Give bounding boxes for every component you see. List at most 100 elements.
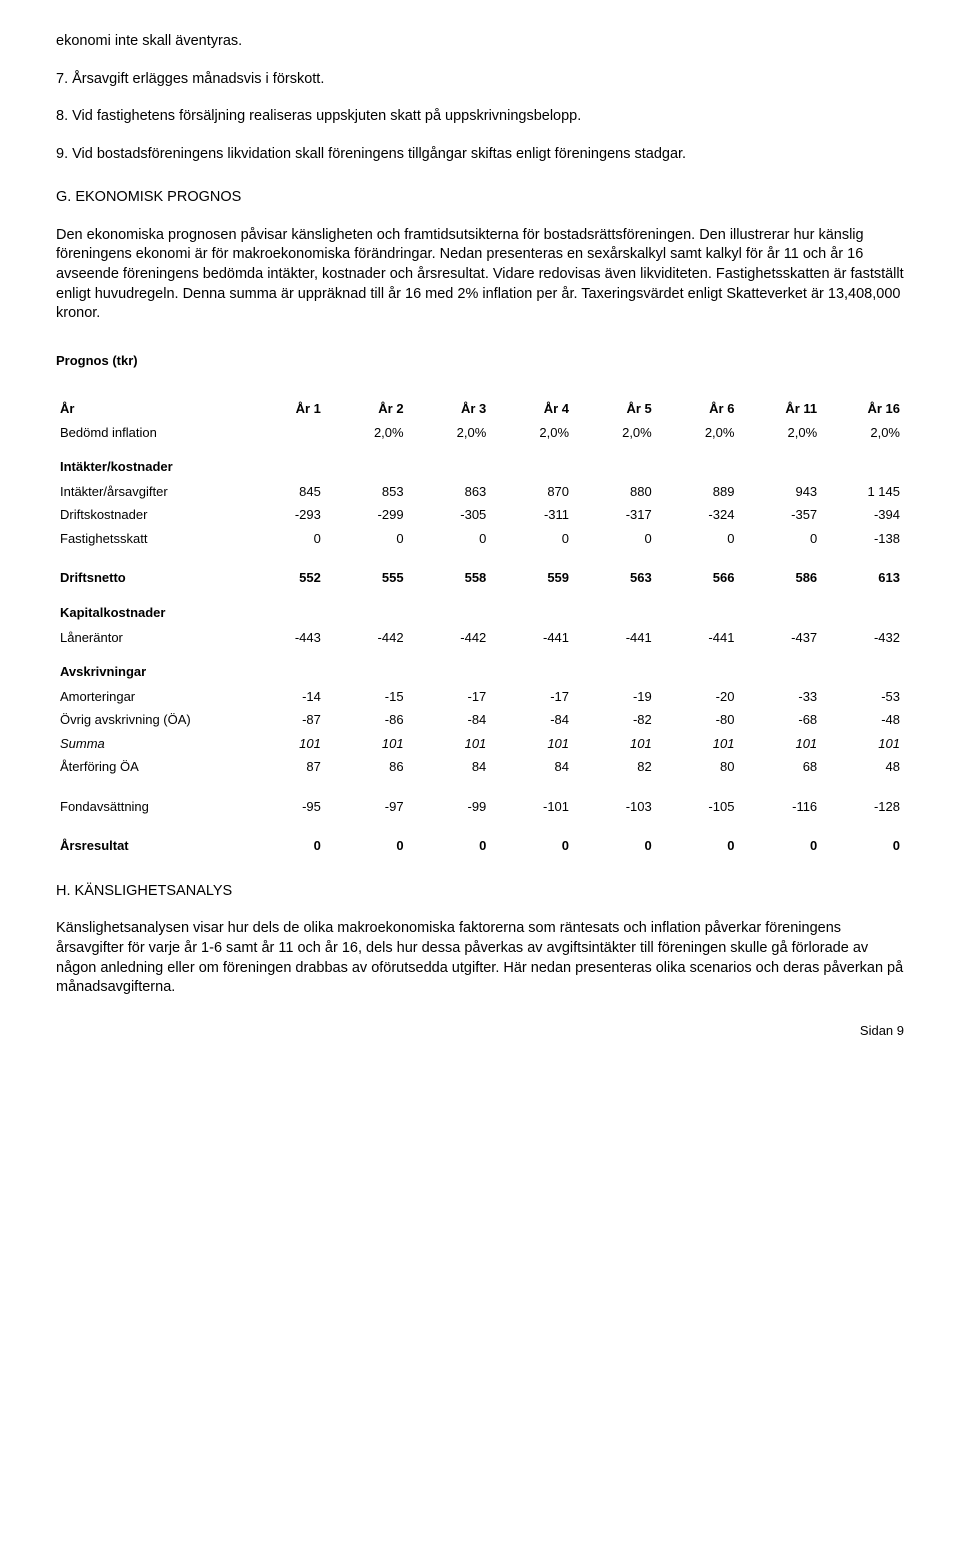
cell: 559 (490, 566, 573, 590)
header-col: År 4 (490, 397, 573, 421)
cell: -305 (408, 503, 491, 527)
cell: -103 (573, 795, 656, 819)
lanerantor-row: Låneräntor -443 -442 -442 -441 -441 -441… (56, 626, 904, 650)
amort-row: Amorteringar -14 -15 -17 -17 -19 -20 -33… (56, 685, 904, 709)
cell: 48 (821, 755, 904, 779)
cell: 0 (656, 527, 739, 551)
cell: 558 (408, 566, 491, 590)
cell: -101 (490, 795, 573, 819)
intro-line-9: 9. Vid bostadsföreningens likvidation sk… (56, 145, 904, 165)
drifts-row: Driftskostnader -293 -299 -305 -311 -317… (56, 503, 904, 527)
intakter-row: Intäkter/årsavgifter 845 853 863 870 880… (56, 480, 904, 504)
inflation-label: Bedömd inflation (56, 421, 242, 445)
header-col: År 6 (656, 397, 739, 421)
cell: 563 (573, 566, 656, 590)
cell: 101 (821, 732, 904, 756)
cell: 2,0% (490, 421, 573, 445)
avskriv-heading-row: Avskrivningar (56, 649, 904, 685)
cell: 101 (573, 732, 656, 756)
cell: -68 (738, 708, 821, 732)
cell: 2,0% (573, 421, 656, 445)
cell: 68 (738, 755, 821, 779)
cell: -84 (490, 708, 573, 732)
kapital-heading-row: Kapitalkostnader (56, 590, 904, 626)
intakter-heading-row: Intäkter/kostnader (56, 444, 904, 480)
header-col: År 3 (408, 397, 491, 421)
cell: 101 (325, 732, 408, 756)
cell: -324 (656, 503, 739, 527)
cell: -138 (821, 527, 904, 551)
cell: -311 (490, 503, 573, 527)
header-col: År 1 (242, 397, 325, 421)
fondav-row: Fondavsättning -95 -97 -99 -101 -103 -10… (56, 795, 904, 819)
cell: 0 (573, 527, 656, 551)
cell: -87 (242, 708, 325, 732)
kapital-heading: Kapitalkostnader (56, 590, 904, 626)
cell: 2,0% (408, 421, 491, 445)
cell: -128 (821, 795, 904, 819)
cell: 101 (408, 732, 491, 756)
section-h-body: Känslighetsanalysen visar hur dels de ol… (56, 919, 904, 997)
cell: 880 (573, 480, 656, 504)
cell: 2,0% (821, 421, 904, 445)
cell: 0 (490, 834, 573, 858)
cell: 586 (738, 566, 821, 590)
cell: -394 (821, 503, 904, 527)
cell: 0 (656, 834, 739, 858)
cell: 82 (573, 755, 656, 779)
cell: 0 (242, 527, 325, 551)
cell: -84 (408, 708, 491, 732)
cell: -432 (821, 626, 904, 650)
cell: -105 (656, 795, 739, 819)
cell: 613 (821, 566, 904, 590)
aterforing-label: Återföring ÖA (56, 755, 242, 779)
header-col: År 2 (325, 397, 408, 421)
cell: 2,0% (656, 421, 739, 445)
cell: 0 (738, 834, 821, 858)
fastskatt-label: Fastighetsskatt (56, 527, 242, 551)
cell: 101 (242, 732, 325, 756)
cell: 0 (325, 834, 408, 858)
cell: -15 (325, 685, 408, 709)
cell: -442 (408, 626, 491, 650)
arsresultat-label: Årsresultat (56, 834, 242, 858)
cell: 0 (821, 834, 904, 858)
cell: 2,0% (325, 421, 408, 445)
inflation-row: Bedömd inflation 2,0% 2,0% 2,0% 2,0% 2,0… (56, 421, 904, 445)
cell: -17 (408, 685, 491, 709)
cell: 0 (573, 834, 656, 858)
intro-line-1: ekonomi inte skall äventyras. (56, 32, 904, 52)
cell: -97 (325, 795, 408, 819)
prognos-title: Prognos (tkr) (56, 352, 904, 370)
cell: -441 (490, 626, 573, 650)
cell: -19 (573, 685, 656, 709)
summa-label: Summa (56, 732, 242, 756)
intakter-heading: Intäkter/kostnader (56, 444, 904, 480)
cell: 853 (325, 480, 408, 504)
cell: 555 (325, 566, 408, 590)
amort-label: Amorteringar (56, 685, 242, 709)
cell: -14 (242, 685, 325, 709)
cell: 0 (738, 527, 821, 551)
ovrig-row: Övrig avskrivning (ÖA) -87 -86 -84 -84 -… (56, 708, 904, 732)
cell: 889 (656, 480, 739, 504)
cell: 0 (325, 527, 408, 551)
cell: -80 (656, 708, 739, 732)
fondav-label: Fondavsättning (56, 795, 242, 819)
lanerantor-label: Låneräntor (56, 626, 242, 650)
intro-line-7: 7. Årsavgift erlägges månadsvis i försko… (56, 70, 904, 90)
intakter-label: Intäkter/årsavgifter (56, 480, 242, 504)
header-col: År 5 (573, 397, 656, 421)
cell: -82 (573, 708, 656, 732)
cell: 0 (408, 527, 491, 551)
cell: 2,0% (738, 421, 821, 445)
fastskatt-row: Fastighetsskatt 0 0 0 0 0 0 0 -138 (56, 527, 904, 551)
cell: 552 (242, 566, 325, 590)
prognos-table: År År 1 År 2 År 3 År 4 År 5 År 6 År 11 Å… (56, 397, 904, 858)
section-g-body: Den ekonomiska prognosen påvisar känslig… (56, 226, 904, 324)
cell: 0 (490, 527, 573, 551)
cell: -48 (821, 708, 904, 732)
drifts-label: Driftskostnader (56, 503, 242, 527)
cell: 80 (656, 755, 739, 779)
cell: 101 (490, 732, 573, 756)
